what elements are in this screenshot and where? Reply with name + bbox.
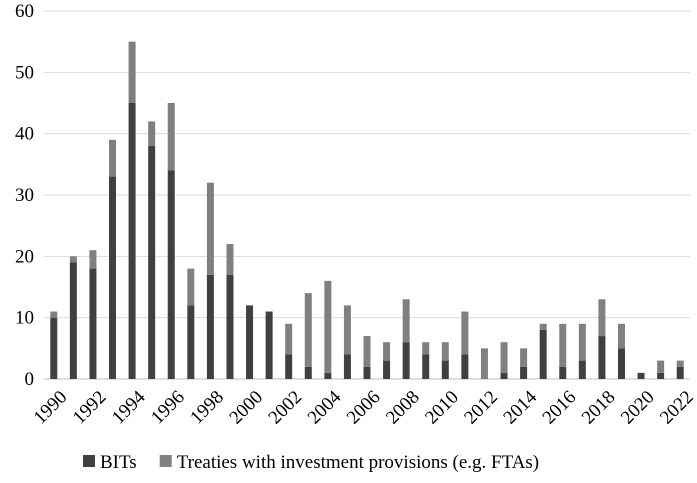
bar-treaties-1992 [89, 250, 97, 269]
bar-bits-1999 [226, 274, 234, 379]
y-tick-label: 20 [15, 246, 34, 267]
x-tick-label: 1998 [186, 387, 228, 429]
bar-bits-2013 [500, 372, 508, 379]
bar-treaties-2016 [559, 323, 567, 367]
bar-bits-2003 [304, 366, 312, 379]
legend: BITs Treaties with investment provisions … [83, 452, 539, 473]
bar-treaties-2015 [539, 323, 547, 330]
bar-treaties-2017 [578, 323, 586, 361]
bar-treaties-2012 [480, 348, 488, 379]
bar-treaties-1990 [50, 311, 58, 318]
bar-treaties-2004 [324, 280, 332, 373]
x-tick-label: 2012 [460, 387, 502, 429]
bar-treaties-2008 [402, 299, 410, 343]
bar-bits-1993 [109, 176, 117, 379]
bar-bits-1998 [206, 274, 214, 379]
bar-treaties-2010 [441, 342, 449, 361]
legend-label-bits: BITs [100, 452, 137, 473]
legend-swatch-treaties [159, 455, 172, 467]
bar-bits-2001 [265, 311, 273, 379]
y-axis: 0 10 20 30 40 50 60 [15, 1, 34, 390]
bar-bits-1994 [128, 103, 136, 379]
bar-bits-2007 [383, 360, 391, 379]
y-tick-label: 10 [15, 308, 34, 329]
bar-treaties-2002 [285, 323, 293, 355]
bar-bits-2005 [343, 354, 351, 379]
x-tick-label: 2000 [225, 387, 267, 429]
y-tick-label: 30 [15, 185, 34, 206]
bar-bits-2022 [676, 366, 684, 379]
bar-treaties-2009 [422, 342, 430, 355]
x-tick-label: 2018 [578, 387, 620, 429]
x-tick-label: 2004 [304, 386, 346, 428]
x-tick-label: 1994 [108, 386, 150, 428]
bar-treaties-1997 [187, 268, 195, 306]
bar-bits-2020 [637, 372, 645, 379]
x-tick-label: 2002 [265, 387, 307, 429]
y-tick-label: 50 [15, 62, 34, 83]
y-tick-label: 40 [15, 124, 34, 145]
legend-label-treaties: Treaties with investment provisions (e.g… [177, 452, 539, 473]
bars [50, 41, 684, 379]
legend-swatch-bits [83, 455, 95, 467]
bar-treaties-1995 [148, 121, 156, 146]
bar-treaties-1994 [128, 41, 136, 103]
bar-bits-2008 [402, 342, 410, 379]
x-tick-label: 1992 [69, 387, 111, 429]
bar-bits-1996 [167, 170, 175, 379]
bar-bits-2021 [657, 372, 665, 379]
bar-bits-1997 [187, 305, 195, 379]
bar-treaties-1996 [167, 103, 175, 171]
bar-treaties-2003 [304, 293, 312, 367]
bar-treaties-2018 [598, 299, 606, 337]
bar-treaties-2014 [520, 348, 528, 367]
bar-bits-2009 [422, 354, 430, 379]
x-tick-label: 2010 [421, 387, 463, 429]
bar-treaties-1998 [206, 182, 214, 275]
bar-treaties-2019 [617, 323, 625, 349]
bar-bits-2004 [324, 372, 332, 379]
bar-treaties-2022 [676, 360, 684, 367]
gridlines [44, 10, 690, 380]
x-tick-label: 2022 [656, 387, 697, 429]
bar-bits-1995 [148, 145, 156, 379]
bar-treaties-1993 [109, 139, 117, 177]
bar-bits-2014 [520, 366, 528, 379]
bar-treaties-2005 [343, 305, 351, 355]
bar-bits-2017 [578, 360, 586, 379]
x-tick-label: 2008 [382, 387, 424, 429]
bar-bits-2006 [363, 366, 371, 379]
bar-bits-2019 [617, 348, 625, 379]
bar-bits-2015 [539, 329, 547, 379]
bar-treaties-1991 [69, 256, 77, 263]
bar-treaties-2021 [657, 360, 665, 373]
x-tick-label: 2006 [343, 387, 385, 429]
bar-bits-2000 [246, 305, 254, 379]
x-tick-label: 2020 [617, 387, 659, 429]
bar-treaties-2011 [461, 311, 469, 355]
bar-treaties-2013 [500, 342, 508, 373]
bar-bits-2016 [559, 366, 567, 379]
bar-bits-1992 [89, 268, 97, 379]
y-tick-label: 0 [25, 369, 35, 390]
x-axis: 1990199219941996199820002002200420062008… [30, 386, 697, 428]
y-tick-label: 60 [15, 1, 34, 22]
x-tick-label: 1996 [147, 387, 189, 429]
bar-bits-1991 [69, 262, 77, 379]
bar-bits-2010 [441, 360, 449, 379]
x-tick-label: 2014 [499, 386, 541, 428]
bar-treaties-2007 [383, 342, 391, 361]
bar-bits-1990 [50, 317, 58, 379]
bar-treaties-2006 [363, 336, 371, 367]
x-tick-label: 2016 [539, 387, 581, 429]
bar-treaties-1999 [226, 244, 234, 275]
bar-bits-2002 [285, 354, 293, 379]
bar-bits-2011 [461, 354, 469, 379]
bar-bits-2018 [598, 336, 606, 379]
x-tick-label: 1990 [30, 387, 72, 429]
